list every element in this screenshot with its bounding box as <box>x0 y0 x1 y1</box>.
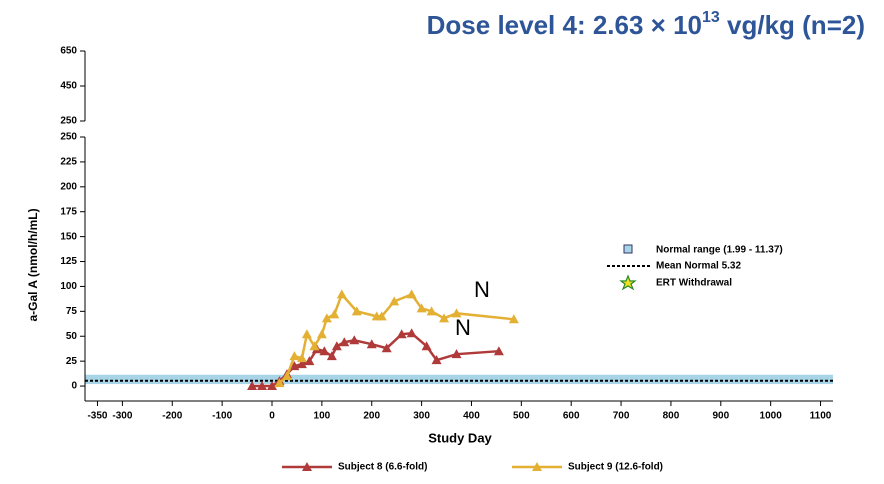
y-tick-label: 75 <box>66 306 78 317</box>
marker <box>396 329 407 339</box>
marker <box>321 313 332 323</box>
marker <box>316 329 327 339</box>
marker <box>281 371 292 381</box>
legend-label: Subject 8 (6.6-fold) <box>338 462 427 473</box>
marker <box>309 341 320 351</box>
x-tick-label: 1100 <box>810 411 832 422</box>
legend-label: Mean Normal 5.32 <box>656 261 741 272</box>
legend-star <box>619 274 637 291</box>
x-tick-label: 800 <box>663 411 680 422</box>
marker <box>376 311 387 321</box>
title-superscript: 13 <box>702 9 720 26</box>
x-tick-label: 900 <box>712 411 729 422</box>
x-tick-label: 1000 <box>760 411 783 422</box>
marker <box>508 314 519 324</box>
marker <box>421 341 432 351</box>
marker <box>274 378 285 388</box>
marker <box>431 355 442 365</box>
x-tick-label: 400 <box>463 411 480 422</box>
y-tick-label: 225 <box>60 157 77 168</box>
y-tick-label: 50 <box>66 331 78 342</box>
marker <box>439 313 450 323</box>
marker <box>247 381 258 391</box>
y-tick-label: 250 <box>60 132 77 143</box>
legend-marker <box>532 462 542 471</box>
x-tick-label: -100 <box>212 411 232 422</box>
legend-marker <box>302 462 312 471</box>
marker <box>351 306 362 316</box>
marker <box>339 337 350 347</box>
y-axis-label: a-Gal A (nmol/h/mL) <box>26 208 40 321</box>
y-tick-label: 450 <box>60 81 77 92</box>
y-tick-label: 200 <box>60 181 77 192</box>
marker <box>301 329 312 339</box>
y-tick-label: 0 <box>71 381 77 392</box>
x-tick-label: 700 <box>613 411 630 422</box>
marker <box>289 361 300 371</box>
marker <box>349 335 360 345</box>
normal-range-band <box>85 374 833 385</box>
y-tick-label: 250 <box>60 116 77 127</box>
marker <box>406 289 417 299</box>
marker <box>326 351 337 361</box>
legend-label: Subject 9 (12.6-fold) <box>568 462 663 473</box>
x-tick-label: 600 <box>563 411 580 422</box>
x-tick-label: -200 <box>162 411 182 422</box>
marker <box>267 381 277 391</box>
x-tick-label: 100 <box>314 411 331 422</box>
marker <box>319 346 330 356</box>
marker <box>331 341 342 351</box>
marker <box>336 289 347 299</box>
legend-label: Normal range (1.99 - 11.37) <box>656 245 783 256</box>
marker <box>296 359 307 369</box>
marker <box>329 309 340 319</box>
y-tick-label: 150 <box>60 231 77 242</box>
y-tick-label: 100 <box>60 281 77 292</box>
title-suffix: vg/kg (n=2) <box>720 10 865 40</box>
annotation: N <box>455 315 471 340</box>
title-main: Dose level 4: 2.63 × 10 <box>427 10 702 40</box>
y-tick-label: 125 <box>60 256 77 267</box>
marker <box>381 343 392 353</box>
y-tick-label: 25 <box>66 356 78 367</box>
marker <box>451 349 462 359</box>
y-tick-label: 650 <box>60 46 77 57</box>
x-tick-label: -350 <box>87 411 107 422</box>
legend-label: ERT Withdrawal <box>656 278 732 289</box>
marker <box>426 306 437 316</box>
x-tick-label: 200 <box>363 411 380 422</box>
marker <box>304 356 315 366</box>
marker <box>296 353 307 363</box>
x-tick-label: 0 <box>269 411 275 422</box>
legend-swatch <box>623 244 633 254</box>
annotation: N <box>474 277 490 302</box>
marker <box>366 339 377 349</box>
marker <box>257 381 268 391</box>
marker <box>493 346 504 356</box>
marker <box>389 296 400 306</box>
x-axis-label: Study Day <box>428 430 492 445</box>
y-tick-label: 175 <box>60 206 77 217</box>
marker <box>406 328 417 338</box>
x-tick-label: 300 <box>413 411 430 422</box>
x-tick-label: -300 <box>112 411 132 422</box>
marker <box>416 303 427 313</box>
x-tick-label: 500 <box>513 411 530 422</box>
marker <box>289 351 300 361</box>
marker <box>451 308 462 318</box>
chart-title: Dose level 4: 2.63 × 1013 vg/kg (n=2) <box>427 9 865 40</box>
